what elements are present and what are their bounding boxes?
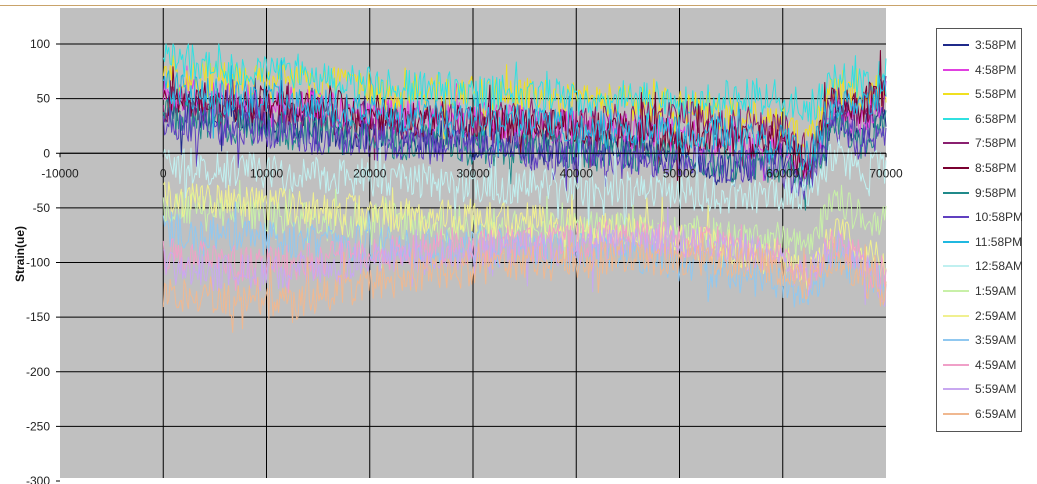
x-tick-label: 50000 — [663, 166, 697, 180]
legend-item: 5:59AM — [943, 379, 1021, 399]
series-line — [162, 85, 887, 200]
legend-label: 2:59AM — [975, 308, 1017, 323]
legend-item: 3:59AM — [943, 330, 1021, 350]
axes: 100 50 0 -50 -100 -150 -200 -250 -300 -10000 0 1000… — [26, 37, 903, 484]
legend-item: 9:58PM — [943, 183, 1021, 203]
legend-item: 6:58PM — [943, 109, 1021, 129]
y-tick-label: -50 — [33, 201, 51, 215]
x-tick-label: 10000 — [250, 166, 284, 180]
legend-label: 9:58PM — [975, 185, 1017, 200]
legend-item: 6:59AM — [943, 404, 1021, 424]
top-rule — [0, 5, 1037, 6]
legend-label: 11:58PM — [975, 234, 1023, 249]
x-tick-label: 30000 — [456, 166, 490, 180]
series-line — [162, 55, 887, 155]
legend-label: 6:59AM — [975, 407, 1017, 421]
legend-label: 10:58PM — [975, 210, 1024, 225]
legend-swatch — [943, 68, 969, 71]
y-tick-label: -100 — [26, 256, 50, 270]
legend-swatch — [943, 339, 969, 342]
legend-label: 3:59AM — [975, 333, 1017, 348]
legend-item: 7:58PM — [943, 133, 1021, 153]
legend-label: 6:58PM — [975, 111, 1017, 126]
legend-item: 2:59AM — [943, 306, 1021, 326]
legend-item: 1:59AM — [943, 281, 1021, 301]
x-tick-label: 20000 — [353, 166, 387, 180]
legend-item: 4:58PM — [943, 60, 1021, 80]
legend-swatch — [943, 44, 969, 46]
legend-item: 8:58PM — [943, 158, 1021, 178]
legend-item: 3:58PM — [943, 35, 1021, 55]
legend-label: 1:59AM — [975, 284, 1017, 298]
series-lines — [162, 43, 887, 333]
series-line — [162, 60, 887, 171]
legend-item: 12:58AM — [943, 256, 1024, 276]
legend-swatch — [943, 167, 969, 169]
x-tick-label: 40000 — [560, 166, 594, 180]
legend-swatch — [943, 363, 969, 366]
legend-swatch — [943, 191, 969, 194]
series-line — [162, 201, 887, 308]
legend-swatch — [943, 216, 969, 219]
legend-swatch — [943, 413, 969, 415]
y-tick-label: -150 — [26, 310, 50, 324]
legend-swatch — [943, 388, 969, 391]
x-tick-label: 70000 — [869, 166, 903, 180]
legend-label: 8:58PM — [975, 161, 1017, 175]
legend-swatch — [943, 117, 969, 120]
y-axis-label: Strain(ue) — [13, 226, 27, 282]
legend-swatch — [943, 290, 969, 292]
y-tick-label: 100 — [30, 37, 50, 51]
legend-swatch — [943, 142, 969, 145]
series-line — [162, 43, 887, 125]
legend-swatch — [943, 93, 969, 96]
legend-swatch — [943, 240, 969, 243]
legend-swatch — [943, 265, 969, 268]
x-tick-label: 0 — [160, 166, 167, 180]
legend-swatch — [943, 314, 969, 317]
legend-label: 5:58PM — [975, 87, 1017, 102]
strain-chart: 100 50 0 -50 -100 -150 -200 -250 -300 -10000 0 1000… — [13, 8, 903, 484]
y-tick-label: -250 — [26, 419, 50, 433]
x-tick-label: -10000 — [41, 166, 79, 180]
legend-label: 4:59AM — [975, 357, 1017, 372]
legend-label: 7:58PM — [975, 136, 1017, 151]
legend-item: 10:58PM — [943, 207, 1024, 227]
chart-legend: 3:58PM 4:58PM 5:58PM 6:58PM 7:58PM 8:58PM 9:58… — [936, 28, 1024, 432]
legend-item: 11:58PM — [943, 232, 1023, 252]
legend-label: 5:59AM — [975, 382, 1017, 397]
series-line — [162, 232, 887, 333]
y-tick-label: -200 — [26, 365, 50, 379]
y-tick-label: -300 — [26, 474, 50, 484]
legend-item: 4:59AM — [943, 355, 1021, 375]
legend-label: 3:58PM — [975, 38, 1017, 52]
legend-label: 4:58PM — [975, 62, 1017, 77]
y-tick-label: 50 — [37, 92, 51, 106]
x-tick-label: 60000 — [766, 166, 800, 180]
legend-label: 12:58AM — [975, 259, 1024, 274]
legend-item: 5:58PM — [943, 84, 1021, 104]
y-tick-label: 0 — [43, 146, 50, 160]
